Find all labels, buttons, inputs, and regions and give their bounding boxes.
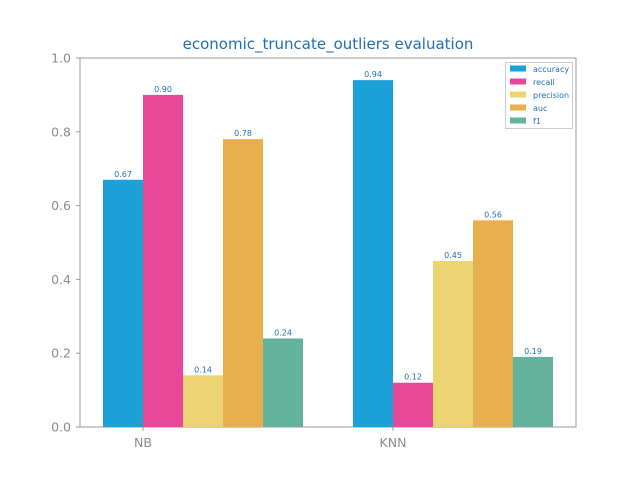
legend-swatch-auc — [510, 104, 526, 111]
bar-recall-knn — [393, 382, 433, 427]
legend-label-f1: f1 — [533, 117, 541, 126]
data-label: 0.19 — [524, 347, 542, 356]
data-label: 0.90 — [154, 85, 172, 94]
legend-label-recall: recall — [533, 78, 555, 87]
bar-f1-knn — [513, 356, 553, 427]
bar-f1-nb — [263, 338, 303, 427]
x-tick-label: KNN — [380, 435, 407, 450]
x-tick-label: NB — [134, 435, 152, 450]
y-tick-label: 0.6 — [51, 198, 71, 213]
legend-swatch-recall — [510, 78, 526, 85]
y-tick-label: 0.8 — [51, 124, 71, 139]
y-tick-label: 1.0 — [51, 51, 71, 66]
data-label: 0.24 — [274, 328, 292, 337]
y-axis: 0.0 0.2 0.4 0.6 0.8 1.0 — [51, 51, 80, 435]
bar-auc-knn — [473, 220, 513, 427]
legend-label-accuracy: accuracy — [533, 65, 569, 74]
data-label: 0.78 — [234, 129, 252, 138]
y-tick-label: 0.4 — [51, 272, 71, 287]
bar-auc-nb — [223, 139, 263, 427]
data-labels: 0.67 0.90 0.14 0.78 0.24 0.94 0.12 0.45 0.56 0.19 — [114, 70, 542, 382]
data-label: 0.94 — [364, 70, 382, 79]
data-label: 0.45 — [444, 251, 462, 260]
data-label: 0.14 — [194, 365, 212, 374]
legend-swatch-accuracy — [510, 65, 526, 72]
bar-accuracy-nb — [103, 179, 143, 427]
bar-precision-knn — [433, 260, 473, 427]
data-label: 0.67 — [114, 170, 132, 179]
legend-label-precision: precision — [533, 91, 569, 100]
x-axis: NB KNN — [134, 427, 406, 450]
legend-swatch-f1 — [510, 117, 526, 124]
y-tick-label: 0.2 — [51, 346, 71, 361]
legend-swatch-precision — [510, 91, 526, 98]
legend: accuracy recall precision auc f1 — [505, 62, 573, 129]
data-label: 0.12 — [404, 373, 422, 382]
plot-area — [79, 57, 577, 428]
chart-title: economic_truncate_outliers evaluation — [183, 35, 474, 54]
bar-recall-nb — [143, 94, 183, 428]
data-label: 0.56 — [484, 210, 502, 219]
legend-label-auc: auc — [533, 104, 547, 113]
bar-accuracy-knn — [353, 80, 393, 427]
y-tick-label: 0.0 — [51, 420, 71, 435]
bar-precision-nb — [183, 375, 223, 427]
bars — [103, 80, 553, 428]
